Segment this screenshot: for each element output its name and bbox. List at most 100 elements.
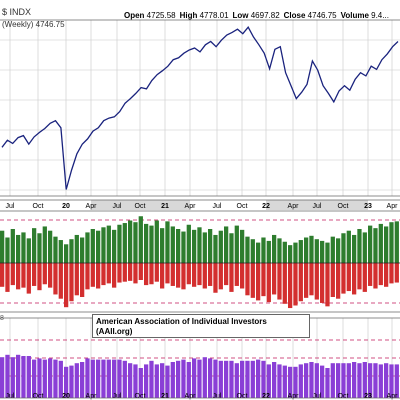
bear-bar bbox=[181, 263, 186, 290]
bear-bar bbox=[304, 263, 309, 298]
bull-bar bbox=[384, 226, 389, 263]
bull-bar bbox=[314, 239, 319, 263]
bear-bar bbox=[213, 263, 218, 293]
x-tick-label: Apr bbox=[185, 203, 197, 210]
bull-bar bbox=[58, 240, 63, 263]
bull-bar bbox=[165, 221, 170, 263]
x-tick-label-lower: Oct bbox=[237, 393, 248, 400]
bear-bar bbox=[224, 263, 229, 286]
bull-bar bbox=[389, 222, 394, 263]
bear-bar bbox=[144, 263, 149, 286]
bull-bar bbox=[85, 232, 90, 263]
bear-bar bbox=[218, 263, 223, 290]
x-tick-label-lower: 22 bbox=[262, 393, 270, 400]
ohlc-value-close: 4746.75 bbox=[307, 11, 337, 20]
neutral-bar bbox=[170, 362, 175, 398]
bear-bar bbox=[26, 263, 31, 294]
bear-bar bbox=[234, 263, 239, 286]
bull-bar bbox=[330, 236, 335, 263]
neutral-bar bbox=[368, 363, 373, 398]
bear-bar bbox=[240, 263, 245, 289]
ohlc-value-open: 4725.58 bbox=[146, 11, 176, 20]
bear-bar bbox=[64, 263, 69, 308]
neutral-bar bbox=[314, 363, 319, 398]
bull-bar bbox=[394, 221, 399, 263]
x-tick-label-lower: Jul bbox=[213, 393, 222, 400]
neutral-bar bbox=[224, 360, 229, 398]
bull-bar bbox=[74, 234, 79, 263]
neutral-bar bbox=[176, 360, 181, 398]
bear-bar bbox=[0, 263, 5, 287]
neutral-bar bbox=[42, 359, 47, 398]
bull-bar bbox=[48, 230, 53, 263]
bull-bar bbox=[10, 229, 15, 263]
bear-bar bbox=[314, 263, 319, 300]
neutral-bar bbox=[325, 368, 330, 398]
bear-bar bbox=[21, 263, 26, 288]
bear-bar bbox=[357, 263, 362, 290]
bear-bar bbox=[10, 263, 15, 286]
x-tick-label: Jul bbox=[113, 203, 122, 210]
neutral-bar bbox=[154, 364, 159, 398]
bull-bar bbox=[266, 240, 271, 263]
neutral-bar bbox=[160, 363, 165, 398]
neutral-bar bbox=[304, 363, 309, 398]
x-tick-label-lower: Oct bbox=[338, 393, 349, 400]
bull-bar bbox=[304, 237, 309, 263]
price-line bbox=[1, 26, 399, 190]
x-tick-label-lower: 23 bbox=[364, 393, 372, 400]
neutral-bar bbox=[320, 365, 325, 398]
neutral-bar bbox=[117, 359, 122, 398]
neutral-bar bbox=[10, 357, 15, 398]
bull-bar bbox=[298, 240, 303, 263]
bull-bar bbox=[373, 228, 378, 263]
bear-bar bbox=[170, 263, 175, 286]
bear-bar bbox=[133, 263, 138, 284]
bear-bar bbox=[138, 263, 143, 280]
x-tick-label: Oct bbox=[33, 203, 44, 210]
x-tick-label: Jul bbox=[313, 203, 322, 210]
neutral-bar bbox=[90, 359, 95, 398]
bear-bar bbox=[85, 263, 90, 290]
bull-bar bbox=[42, 226, 47, 263]
neutral-bar bbox=[218, 360, 223, 398]
x-tick-label: Oct bbox=[338, 203, 349, 210]
bull-bar bbox=[80, 237, 85, 263]
bull-bar bbox=[261, 237, 266, 263]
bull-bar bbox=[346, 230, 351, 263]
neutral-bar bbox=[133, 364, 138, 398]
bull-bar bbox=[37, 233, 42, 263]
neutral-bar bbox=[165, 365, 170, 398]
neutral-bar bbox=[197, 359, 202, 398]
bear-bar bbox=[394, 263, 399, 283]
bull-bar bbox=[309, 235, 314, 263]
bull-bar bbox=[133, 222, 138, 263]
bull-bar bbox=[362, 232, 367, 263]
ohlc-label-open: Open bbox=[124, 11, 147, 20]
bull-bar bbox=[128, 220, 133, 263]
bear-bar bbox=[117, 263, 122, 283]
x-tick-label-lower: Apr bbox=[288, 393, 300, 400]
bear-bar bbox=[154, 263, 159, 282]
bear-bar bbox=[368, 263, 373, 286]
price-panel bbox=[1, 26, 399, 190]
bull-bar bbox=[16, 234, 21, 263]
neutral-bar bbox=[186, 362, 191, 398]
neutral-bar bbox=[192, 358, 197, 398]
bear-bar bbox=[176, 263, 181, 288]
bull-bar bbox=[282, 241, 287, 263]
bull-bar bbox=[90, 229, 95, 263]
x-tick-label: 20 bbox=[62, 203, 70, 210]
bear-bar bbox=[80, 263, 85, 297]
neutral-bar bbox=[48, 358, 53, 398]
x-tick-label-lower: Jul bbox=[313, 393, 322, 400]
x-axis-ticks: Jul Jul Oct Oct 20 20 Apr Apr Jul Jul Oct Oct 21 21 Ap… bbox=[6, 203, 399, 400]
neutral-bar bbox=[208, 358, 213, 398]
bull-bar bbox=[122, 223, 127, 263]
neutral-bar bbox=[0, 357, 5, 398]
bull-bar bbox=[336, 238, 341, 263]
bull-bar bbox=[325, 242, 330, 263]
bear-bar bbox=[330, 263, 335, 297]
bull-bar bbox=[224, 226, 229, 263]
